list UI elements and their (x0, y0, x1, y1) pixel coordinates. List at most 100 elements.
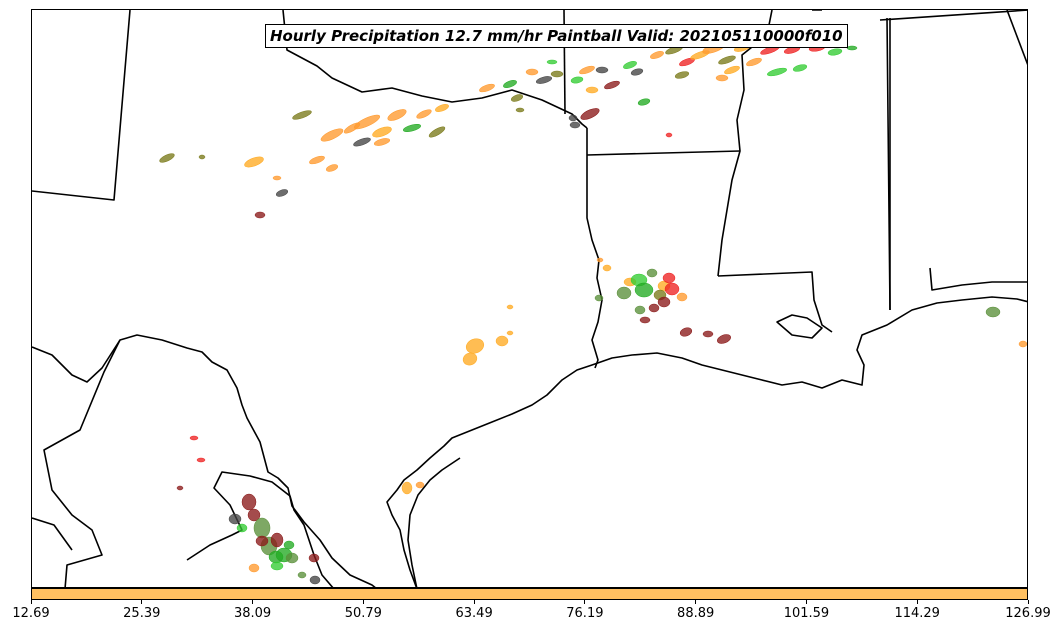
border-louisiana-mississippi (717, 271, 833, 333)
precipitation-blob (189, 435, 199, 441)
precipitation-blob (604, 80, 620, 90)
precipitation-blob (570, 76, 584, 84)
precipitation-blob (372, 126, 392, 138)
colorbar-tick-label: 50.79 (344, 606, 382, 621)
precipitation-blob (717, 334, 731, 344)
precipitation-blob (602, 264, 612, 272)
precipitation-blob (236, 523, 248, 533)
precipitation-blob (248, 563, 260, 573)
precipitation-blob (247, 508, 261, 522)
precipitation-blob (792, 64, 808, 72)
border-mexico-state-2 (32, 517, 73, 551)
border-alabama-georgia (879, 10, 1027, 21)
precipitation-blob (594, 294, 604, 302)
precipitation-blob (283, 540, 295, 550)
precipitation-blob (270, 561, 284, 571)
precipitation-blob (465, 338, 485, 354)
precipitation-blob (495, 335, 509, 347)
precipitation-blob (679, 327, 693, 337)
precipitation-blob (506, 330, 514, 336)
precipitation-blob (428, 126, 446, 138)
precipitation-blob (387, 109, 407, 121)
colorbar-tick (141, 600, 143, 604)
precipitation-blob (292, 110, 312, 120)
precipitation-blob (665, 132, 673, 138)
precipitation-map (32, 10, 1027, 587)
precipitation-blob (985, 306, 1001, 318)
precipitation-blob (297, 571, 307, 579)
precipitation-blob (827, 48, 843, 56)
precipitation-blob (276, 189, 288, 197)
colorbar-tick (916, 600, 918, 604)
precipitation-blob (511, 94, 523, 102)
precipitation-blob (415, 481, 425, 489)
precipitation-blob (674, 71, 690, 79)
precipitation-blob (676, 292, 688, 302)
precipitation-blob (634, 282, 654, 298)
colorbar-tick-label: 76.19 (566, 606, 604, 621)
border-alabama-south (929, 267, 1027, 291)
precipitation-blob (272, 175, 282, 181)
precipitation-blob (320, 128, 344, 142)
colorbar-tick (30, 600, 32, 604)
precipitation-blob (373, 138, 391, 146)
colorbar-tick (805, 600, 807, 604)
precipitation-blob (715, 74, 729, 82)
precipitation-blob (479, 83, 495, 93)
map-borders (32, 10, 1027, 587)
precipitation-blob (401, 481, 413, 495)
colorbar-tick (473, 600, 475, 604)
colorbar-tick (252, 600, 254, 604)
precipitation-blob (623, 61, 637, 69)
precipitation-blob (650, 51, 664, 59)
map-panel: Hourly Precipitation 12.7 mm/hr Paintbal… (31, 9, 1028, 588)
precipitation-blob (724, 65, 740, 75)
precipitation-blob (746, 57, 762, 67)
precipitation-blob (309, 155, 325, 165)
precipitation-blob (196, 457, 206, 463)
precipitation-blob (637, 98, 651, 106)
precipitation-blob (664, 282, 680, 296)
border-mexico-state-1 (43, 339, 121, 587)
precipitation-blob (634, 305, 646, 315)
precipitation-blob (253, 517, 271, 539)
precipitation-blob (176, 485, 184, 491)
colorbar-tick-label: 38.09 (233, 606, 272, 621)
precipitation-blob (462, 352, 478, 366)
precipitation-blob (416, 109, 432, 119)
precipitation-blob (326, 164, 338, 172)
precipitation-blob (515, 107, 525, 113)
map-title: Hourly Precipitation 12.7 mm/hr Paintbal… (265, 24, 848, 48)
border-west-vertical (32, 10, 131, 201)
border-georgia-east (1006, 10, 1027, 65)
coast-gulf (386, 296, 1027, 587)
border-arkansas-louisiana (586, 150, 741, 156)
precipitation-blob (270, 532, 284, 548)
precipitation-blob (1018, 340, 1027, 348)
precipitation-blob (646, 268, 658, 278)
precipitation-blob (244, 156, 264, 168)
precipitation-blob (579, 65, 595, 75)
coast-texas-barrier (407, 457, 461, 587)
colorbar-tick (584, 600, 586, 604)
precipitation-blob (616, 286, 632, 300)
precipitation-blob (585, 86, 599, 94)
precipitation-blob (657, 296, 671, 308)
precipitation-blob (353, 137, 371, 147)
colorbar-tick (695, 600, 697, 604)
precipitation-blob (569, 121, 581, 129)
border-mississippi-alabama (812, 10, 891, 311)
colorbar-tick-label: 12.69 (12, 606, 50, 621)
precipitation-blob (580, 108, 600, 120)
precipitation-blob (285, 552, 299, 564)
precipitation-blob (648, 303, 660, 313)
border-mexico-state-3 (186, 471, 334, 587)
precipitation-blob (846, 45, 858, 51)
precipitation-blob (403, 124, 421, 132)
colorbar-tick-label: 25.39 (123, 606, 161, 621)
precipitation-blob (568, 114, 578, 122)
paintball-members (159, 42, 1027, 585)
precipitation-blob (550, 70, 564, 78)
border-rio-grande (32, 334, 376, 587)
precipitation-blob (702, 330, 714, 338)
